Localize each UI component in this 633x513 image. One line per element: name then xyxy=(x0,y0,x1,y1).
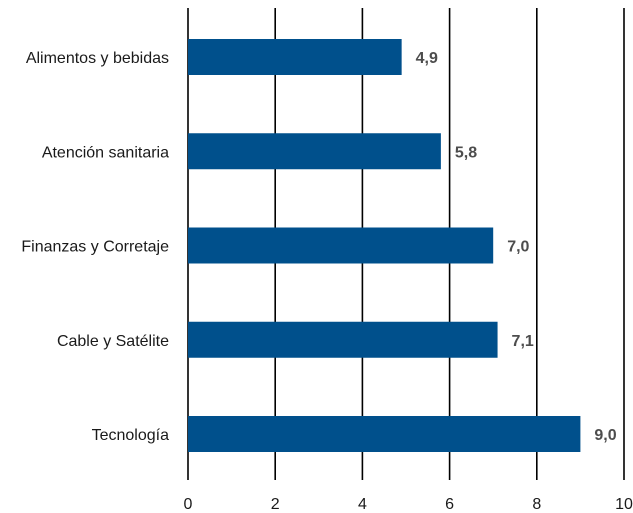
x-tick-label-2: 4 xyxy=(358,496,367,513)
x-tick-label-5: 10 xyxy=(615,496,633,513)
x-tick-label-3: 6 xyxy=(445,496,454,513)
data-label-4: 9,0 xyxy=(594,427,616,444)
x-tick-label-1: 2 xyxy=(271,496,280,513)
category-label-3: Cable y Satélite xyxy=(57,333,169,350)
bar-1 xyxy=(188,133,441,170)
bar-2 xyxy=(188,227,494,264)
bar-0 xyxy=(188,39,402,75)
data-label-2: 7,0 xyxy=(507,239,529,256)
category-label-2: Finanzas y Corretaje xyxy=(21,239,169,256)
bars xyxy=(188,39,581,452)
x-tick-label-4: 8 xyxy=(532,496,541,513)
bar-4 xyxy=(188,416,581,452)
data-label-1: 5,8 xyxy=(455,144,477,161)
data-label-0: 4,9 xyxy=(416,50,438,67)
category-labels: Alimentos y bebidas Atención sanitaria Fin… xyxy=(21,50,169,444)
data-labels: 4,9 5,8 7,0 7,1 9,0 xyxy=(416,50,617,444)
category-label-4: Tecnología xyxy=(92,427,169,444)
data-label-3: 7,1 xyxy=(512,333,534,350)
x-tick-label-0: 0 xyxy=(184,496,193,513)
category-label-0: Alimentos y bebidas xyxy=(26,50,169,67)
category-label-1: Atención sanitaria xyxy=(42,144,169,161)
bar-3 xyxy=(188,321,498,358)
x-axis-tick-labels: 0 2 4 6 8 10 xyxy=(184,496,633,513)
